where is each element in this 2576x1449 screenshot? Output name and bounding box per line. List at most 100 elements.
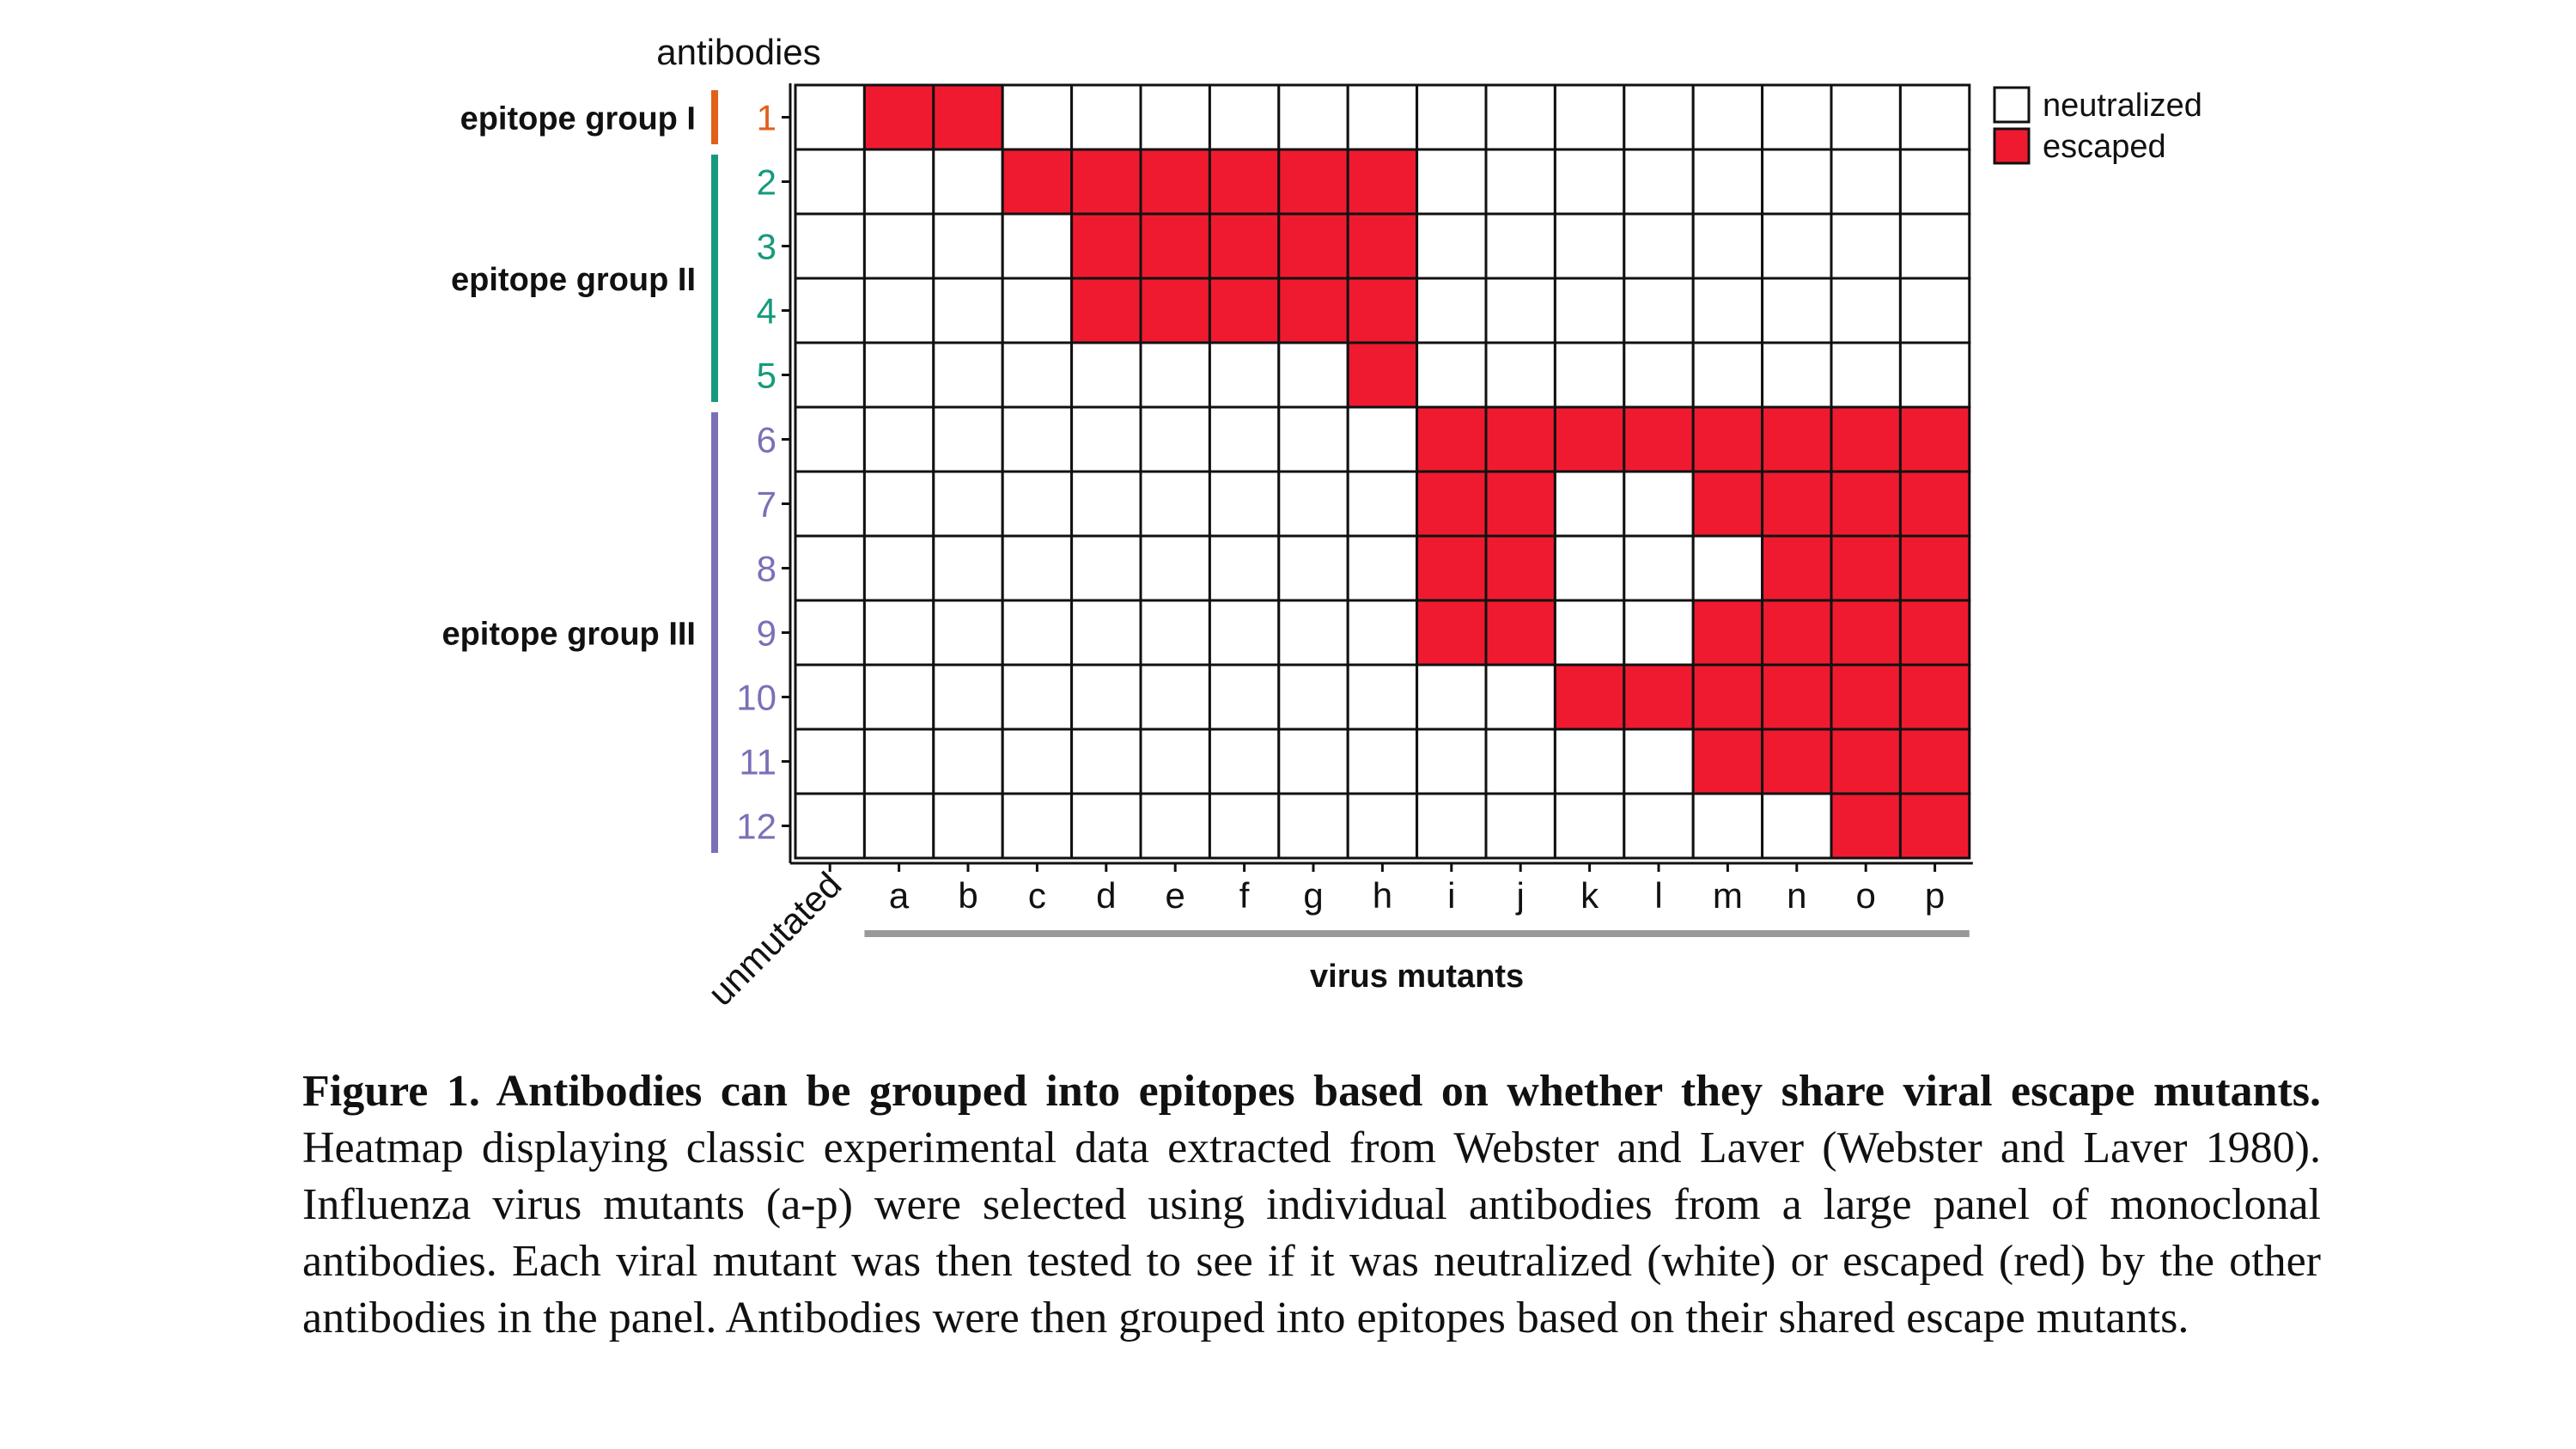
heatmap-cell-10-c	[1001, 663, 1074, 731]
heatmap-cell-9-j	[1484, 599, 1556, 667]
heatmap-cell-5-j	[1484, 341, 1556, 409]
heatmap-cell-8-h	[1346, 534, 1419, 602]
heatmap-cell-4-e	[1139, 277, 1211, 344]
heatmap-cell-4-n	[1761, 277, 1833, 344]
heatmap-cell-7-f	[1208, 470, 1281, 538]
heatmap-cell-7-g	[1277, 470, 1349, 538]
heatmap-cell-2-d	[1070, 148, 1142, 216]
heatmap-cell-3-g	[1277, 212, 1349, 280]
heatmap-cell-5-l	[1623, 341, 1695, 409]
heatmap-cell-4-j	[1484, 277, 1556, 344]
heatmap-cell-6-l	[1623, 405, 1695, 473]
heatmap-cell-10-b	[932, 663, 1004, 731]
heatmap-cell-4-k	[1553, 277, 1626, 344]
heatmap-cell-6-unmutated	[794, 405, 866, 473]
heatmap-cell-1-f	[1208, 83, 1281, 151]
heatmap-cell-6-b	[932, 405, 1004, 473]
heatmap-cell-8-l	[1623, 534, 1695, 602]
heatmap-cell-12-l	[1623, 792, 1695, 860]
x-axis-title: virus mutants	[1310, 959, 1524, 995]
heatmap-cell-10-unmutated	[794, 663, 866, 731]
heatmap-cell-4-o	[1830, 277, 1902, 344]
legend-swatch-escaped	[1993, 127, 2031, 165]
heatmap-cell-5-m	[1691, 341, 1764, 409]
heatmap-cell-3-j	[1484, 212, 1556, 280]
row-label-7: 7	[757, 484, 776, 525]
heatmap-cell-9-n	[1761, 599, 1833, 667]
col-label-g: g	[1303, 875, 1323, 916]
heatmap-cell-2-h	[1346, 148, 1419, 216]
heatmap-cell-5-p	[1898, 341, 1971, 409]
heatmap-cell-10-g	[1277, 663, 1349, 731]
heatmap-cell-3-l	[1623, 212, 1695, 280]
heatmap-cell-1-j	[1484, 83, 1556, 151]
heatmap-cell-6-d	[1070, 405, 1142, 473]
heatmap-cell-5-n	[1761, 341, 1833, 409]
heatmap-cell-2-n	[1761, 148, 1833, 216]
col-label-e: e	[1166, 875, 1185, 916]
heatmap-cell-2-o	[1830, 148, 1902, 216]
heatmap-cell-1-g	[1277, 83, 1349, 151]
heatmap-cell-6-e	[1139, 405, 1211, 473]
heatmap-cell-12-k	[1553, 792, 1626, 860]
caption-body: Heatmap displaying classic experimental …	[302, 1123, 2321, 1342]
heatmap-cell-10-i	[1416, 663, 1488, 731]
heatmap-cell-8-d	[1070, 534, 1142, 602]
heatmap-cell-1-l	[1623, 83, 1695, 151]
heatmap-cell-2-m	[1691, 148, 1764, 216]
heatmap-cell-9-i	[1416, 599, 1488, 667]
heatmap-cell-2-i	[1416, 148, 1488, 216]
heatmap-cell-3-i	[1416, 212, 1488, 280]
col-label-j: j	[1515, 875, 1525, 916]
epitope-group-label-3: epitope group III	[442, 617, 696, 653]
heatmap-cell-3-m	[1691, 212, 1764, 280]
legend-swatch-neutralized	[1993, 86, 2031, 124]
heatmap-cell-11-j	[1484, 728, 1556, 795]
heatmap-cell-12-m	[1691, 792, 1764, 860]
row-label-8: 8	[757, 549, 776, 589]
legend-label-escaped: escaped	[2043, 129, 2166, 165]
heatmap-cell-8-p	[1898, 534, 1971, 602]
heatmap-cell-8-m	[1691, 534, 1764, 602]
heatmap-cell-10-a	[862, 663, 935, 731]
heatmap-cell-7-b	[932, 470, 1004, 538]
heatmap-cell-11-o	[1830, 728, 1902, 795]
heatmap-cell-3-b	[932, 212, 1004, 280]
heatmap-cell-4-p	[1898, 277, 1971, 344]
col-label-h: h	[1373, 875, 1392, 916]
heatmap-cell-7-j	[1484, 470, 1556, 538]
heatmap-cell-8-f	[1208, 534, 1281, 602]
heatmap-cell-9-a	[862, 599, 935, 667]
heatmap-cell-12-h	[1346, 792, 1419, 860]
caption-title: Figure 1. Antibodies can be grouped into…	[302, 1067, 2321, 1116]
heatmap-cell-10-j	[1484, 663, 1556, 731]
heatmap-cell-1-b	[932, 83, 1004, 151]
epitope-groups: epitope group I epitope group II epitope g…	[442, 90, 718, 853]
heatmap-cell-5-o	[1830, 341, 1902, 409]
row-label-1: 1	[757, 98, 776, 138]
heatmap-cell-8-n	[1761, 534, 1833, 602]
heatmap-cell-3-unmutated	[794, 212, 866, 280]
heatmap-cell-11-l	[1623, 728, 1695, 795]
heatmap-cell-9-o	[1830, 599, 1902, 667]
heatmap-cell-7-unmutated	[794, 470, 866, 538]
heatmap-cell-4-l	[1623, 277, 1695, 344]
heatmap-cell-11-f	[1208, 728, 1281, 795]
figure-caption: Figure 1. Antibodies can be grouped into…	[302, 1063, 2321, 1347]
heatmap-cell-3-k	[1553, 212, 1626, 280]
col-label-p: p	[1925, 875, 1945, 916]
heatmap-cell-9-unmutated	[794, 599, 866, 667]
heatmap-cell-5-d	[1070, 341, 1142, 409]
heatmap-cell-2-e	[1139, 148, 1211, 216]
heatmap-cell-6-m	[1691, 405, 1764, 473]
y-axis-title: antibodies	[656, 32, 820, 72]
heatmap-cell-4-h	[1346, 277, 1419, 344]
epitope-group-label-2: epitope group II	[451, 262, 696, 298]
heatmap-cell-6-k	[1553, 405, 1626, 473]
heatmap-cell-2-g	[1277, 148, 1349, 216]
heatmap-cell-9-l	[1623, 599, 1695, 667]
heatmap-cell-2-l	[1623, 148, 1695, 216]
heatmap-cell-1-n	[1761, 83, 1833, 151]
heatmap-cell-12-n	[1761, 792, 1833, 860]
epitope-group-label-1: epitope group I	[460, 101, 696, 137]
